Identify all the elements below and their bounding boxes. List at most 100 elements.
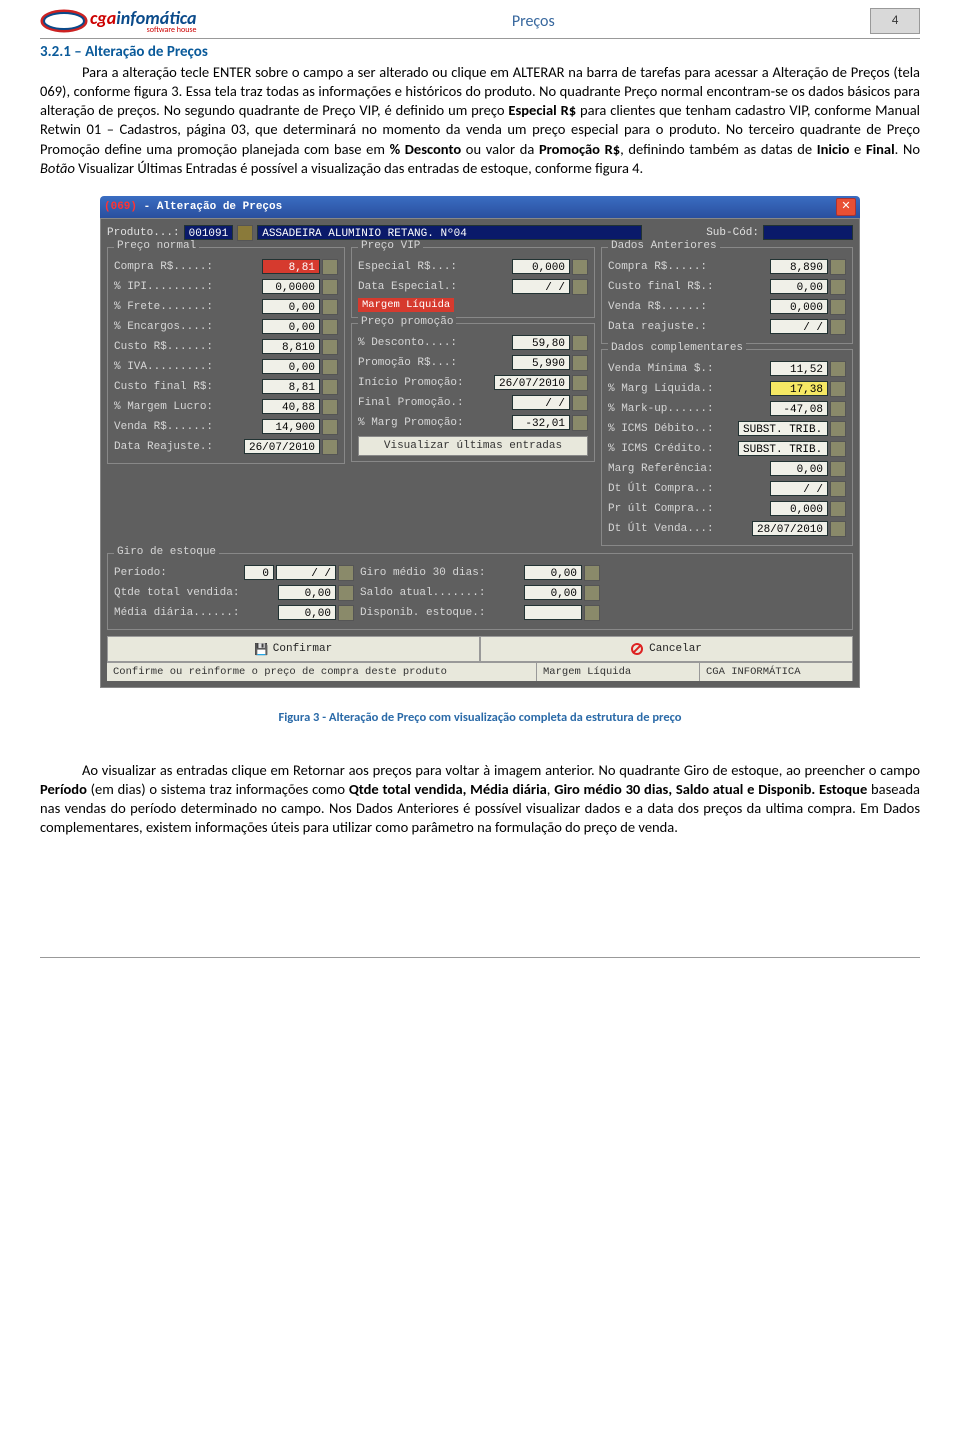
field-icon[interactable] <box>830 279 846 295</box>
field-icon[interactable] <box>322 259 338 275</box>
field-icon[interactable] <box>830 381 846 397</box>
calendar-icon[interactable] <box>830 521 846 537</box>
cancelar-button[interactable]: Cancelar <box>480 636 853 662</box>
field[interactable]: -32,01 <box>512 415 570 430</box>
field[interactable]: 5,990 <box>512 355 570 370</box>
calendar-icon[interactable] <box>338 565 354 581</box>
field-icon[interactable] <box>830 299 846 315</box>
close-button[interactable]: ✕ <box>836 198 856 216</box>
title-rest: - Alteração de Preços <box>137 201 282 213</box>
field[interactable]: / / <box>512 395 570 410</box>
visualizar-entradas-button[interactable]: Visualizar últimas entradas <box>358 436 588 456</box>
field[interactable]: 17,38 <box>770 381 828 396</box>
calendar-icon[interactable] <box>322 439 338 455</box>
field-icon[interactable] <box>572 259 588 275</box>
field-icon[interactable] <box>584 585 600 601</box>
folder-icon[interactable] <box>237 225 253 241</box>
confirmar-button[interactable]: 💾Confirmar <box>107 636 480 662</box>
field[interactable]: 59,80 <box>512 335 570 350</box>
produto-label: Produto...: <box>107 227 180 239</box>
status-margem: Margem Líquida <box>537 663 700 681</box>
calendar-icon[interactable] <box>830 481 846 497</box>
panel-giro-estoque: Giro de estoque Período:0 / /Qtde total … <box>107 553 853 630</box>
calendar-icon[interactable] <box>572 279 588 295</box>
field[interactable] <box>524 605 582 620</box>
field[interactable]: 8,890 <box>770 259 828 274</box>
field-icon[interactable] <box>584 565 600 581</box>
field[interactable]: 8,810 <box>262 339 320 354</box>
figure-caption: Figura 3 - Alteração de Preço com visual… <box>40 710 920 725</box>
field[interactable]: 8,81 <box>262 379 320 394</box>
cancel-icon <box>631 643 643 655</box>
field[interactable]: SUBST. TRIB. <box>738 421 828 436</box>
field[interactable]: 0,00 <box>262 319 320 334</box>
field-icon[interactable] <box>572 355 588 371</box>
field[interactable]: 8,81 <box>262 259 320 274</box>
field[interactable]: 26/07/2010 <box>244 439 320 454</box>
field[interactable]: / / <box>512 279 570 294</box>
field[interactable]: 0,00 <box>524 565 582 580</box>
field[interactable]: 0,000 <box>512 259 570 274</box>
field[interactable]: -47,08 <box>770 401 828 416</box>
paragraph-1: Para a alteração tecle ENTER sobre o cam… <box>40 63 920 178</box>
page-header-title: Preços <box>197 12 870 31</box>
field[interactable]: 11,52 <box>770 361 828 376</box>
produto-desc[interactable]: ASSADEIRA ALUMINIO RETANG. Nº04 <box>257 225 642 240</box>
calendar-icon[interactable] <box>572 375 588 391</box>
field-icon[interactable] <box>322 299 338 315</box>
field[interactable]: SUBST. TRIB. <box>738 441 828 456</box>
field[interactable]: 0,000 <box>770 501 828 516</box>
field[interactable]: / / <box>770 481 828 496</box>
margem-liquida-tag: Margem Líquida <box>358 298 454 312</box>
save-icon: 💾 <box>255 643 267 655</box>
field[interactable]: 0,0000 <box>262 279 320 294</box>
field-icon[interactable] <box>322 399 338 415</box>
field-icon[interactable] <box>830 259 846 275</box>
field[interactable]: 0,00 <box>262 299 320 314</box>
field-icon[interactable] <box>572 335 588 351</box>
panel-preco-promo: Preço promoção % Desconto....:59,80Promo… <box>351 323 595 462</box>
titlebar: (069) - Alteração de Preços ✕ <box>100 196 860 218</box>
field[interactable]: 0,00 <box>524 585 582 600</box>
field[interactable]: / / <box>770 319 828 334</box>
field-icon[interactable] <box>322 319 338 335</box>
subcod-field[interactable] <box>763 225 853 240</box>
page-number: 4 <box>870 8 920 34</box>
status-msg: Confirme ou reinforme o preço de compra … <box>107 663 537 681</box>
calendar-icon[interactable] <box>830 319 846 335</box>
field-icon[interactable] <box>830 441 846 457</box>
field-icon[interactable] <box>322 279 338 295</box>
status-bar: Confirme ou reinforme o preço de compra … <box>107 662 853 681</box>
field-icon[interactable] <box>572 415 588 431</box>
field-icon[interactable] <box>322 419 338 435</box>
field-icon[interactable] <box>322 379 338 395</box>
field-icon[interactable] <box>830 501 846 517</box>
subcod-label: Sub-Cód: <box>706 227 759 239</box>
field[interactable]: 0,00 <box>262 359 320 374</box>
field-icon[interactable] <box>830 401 846 417</box>
panel-dados-complementares: Dados complementares Venda Mínima $.:11,… <box>601 349 853 546</box>
panel-preco-vip: Preço VIP Especial R$...:0,000Data Espec… <box>351 247 595 318</box>
produto-code[interactable]: 001091 <box>184 225 234 240</box>
field[interactable]: 26/07/2010 <box>494 375 570 390</box>
field-icon[interactable] <box>322 339 338 355</box>
status-company: CGA INFORMÁTICA <box>700 663 853 681</box>
field-icon[interactable] <box>830 421 846 437</box>
field[interactable]: 40,88 <box>262 399 320 414</box>
paragraph-2: Ao visualizar as entradas clique em Reto… <box>40 761 920 838</box>
field[interactable]: 0,00 <box>770 461 828 476</box>
field[interactable]: 28/07/2010 <box>752 521 828 536</box>
field-icon[interactable] <box>830 361 846 377</box>
field-icon[interactable] <box>322 359 338 375</box>
panel-dados-anteriores: Dados Anteriores Compra R$.....:8,890Cus… <box>601 247 853 344</box>
field-icon[interactable] <box>830 461 846 477</box>
app-window: (069) - Alteração de Preços ✕ Produto...… <box>100 196 860 688</box>
calendar-icon[interactable] <box>572 395 588 411</box>
field[interactable]: 0,000 <box>770 299 828 314</box>
logo: cgainfomática software house <box>40 6 197 36</box>
section-number: 3.2.1 – Alteração de Preços <box>40 43 920 61</box>
field-icon[interactable] <box>584 605 600 621</box>
field[interactable]: 0,00 <box>770 279 828 294</box>
field[interactable]: 14,900 <box>262 419 320 434</box>
panel-preco-normal: Preço normal Compra R$.....:8,81% IPI...… <box>107 247 345 464</box>
